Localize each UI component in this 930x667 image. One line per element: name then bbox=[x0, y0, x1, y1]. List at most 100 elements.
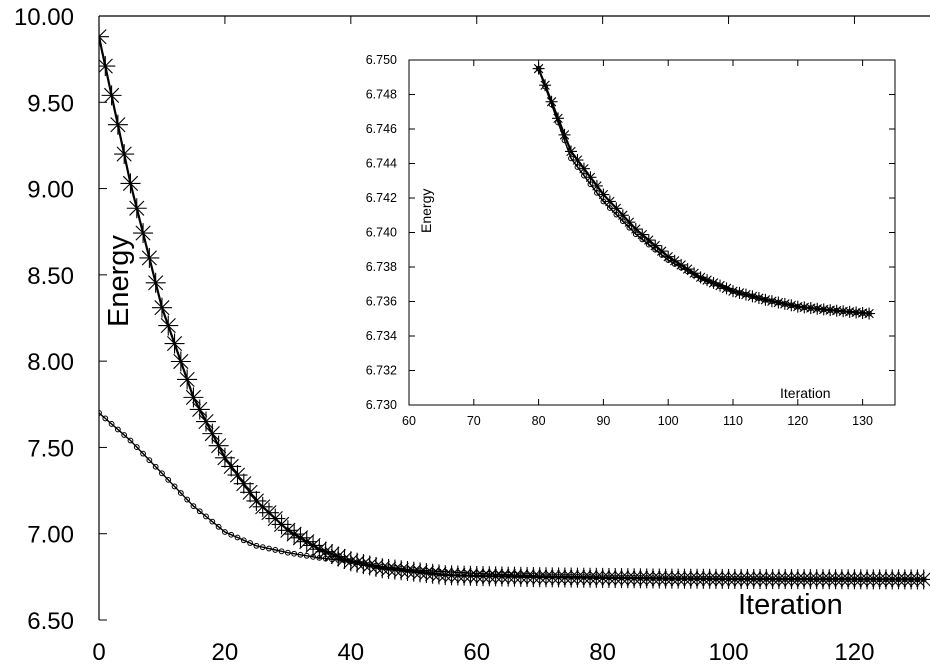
marker-stroke bbox=[135, 225, 151, 241]
x-tick-label: 90 bbox=[596, 414, 610, 428]
data-point-asterisk bbox=[120, 173, 141, 194]
data-point-asterisk bbox=[290, 527, 311, 548]
marker-stroke bbox=[406, 564, 422, 580]
data-point-circle bbox=[536, 573, 543, 579]
data-point-circle bbox=[901, 576, 908, 583]
data-point-circle bbox=[448, 569, 455, 575]
data-point-circle bbox=[561, 573, 568, 580]
plot-frame bbox=[408, 59, 896, 406]
data-point-circle bbox=[606, 574, 612, 581]
data-point-circle bbox=[278, 548, 285, 555]
marker-stroke bbox=[286, 526, 302, 542]
data-point-circle bbox=[606, 205, 613, 211]
marker-stroke bbox=[116, 146, 132, 162]
data-point-circle bbox=[801, 576, 807, 583]
data-point-circle bbox=[827, 307, 834, 314]
marker-stroke bbox=[695, 272, 706, 283]
data-point-circle bbox=[750, 575, 757, 582]
marker-stroke bbox=[553, 113, 563, 124]
y-tick-label: 6.748 bbox=[366, 88, 397, 102]
data-point-circle bbox=[102, 415, 109, 422]
data-point-circle bbox=[788, 576, 795, 583]
marker-stroke bbox=[566, 146, 576, 157]
y-tick-label: 8.00 bbox=[27, 349, 74, 376]
marker-stroke bbox=[166, 335, 183, 352]
data-point-asterisk bbox=[101, 85, 122, 106]
marker-stroke bbox=[110, 117, 126, 133]
marker-stroke bbox=[393, 562, 409, 578]
data-point-circle bbox=[730, 288, 736, 295]
data-point-circle bbox=[768, 298, 775, 305]
data-point-circle bbox=[297, 551, 304, 558]
data-point-circle bbox=[140, 450, 146, 457]
marker-stroke bbox=[399, 563, 416, 579]
data-point-asterisk bbox=[277, 520, 298, 541]
data-point-circle bbox=[864, 576, 870, 583]
data-point-circle bbox=[889, 576, 896, 583]
data-point-circle bbox=[710, 281, 717, 287]
data-point-circle bbox=[794, 303, 801, 310]
marker-stroke bbox=[708, 278, 719, 288]
data-point-circle bbox=[492, 571, 499, 578]
data-point-circle bbox=[618, 574, 625, 581]
data-point-circle bbox=[574, 164, 581, 170]
marker-stroke bbox=[173, 353, 189, 370]
data-point-circle bbox=[870, 576, 877, 583]
data-point-circle bbox=[914, 576, 921, 583]
data-point-circle bbox=[632, 231, 639, 238]
data-point-asterisk bbox=[126, 198, 147, 219]
data-point-circle bbox=[624, 574, 631, 581]
data-point-circle bbox=[662, 575, 669, 582]
data-point-circle bbox=[391, 564, 398, 571]
data-point-circle bbox=[234, 534, 241, 541]
marker-stroke bbox=[211, 438, 227, 454]
data-point-circle bbox=[725, 575, 732, 582]
data-point-circle bbox=[240, 537, 247, 544]
data-point-circle bbox=[329, 556, 335, 563]
data-point-circle bbox=[341, 557, 348, 564]
data-point-circle bbox=[691, 272, 698, 279]
data-point-circle bbox=[832, 576, 839, 583]
data-point-circle bbox=[291, 550, 298, 557]
data-point-circle bbox=[704, 278, 710, 285]
data-point-asterisk bbox=[170, 351, 191, 372]
data-point-circle bbox=[857, 576, 864, 583]
data-point-circle bbox=[626, 224, 633, 231]
data-point-circle bbox=[840, 308, 847, 315]
data-point-circle bbox=[820, 576, 826, 583]
marker-stroke bbox=[229, 467, 246, 483]
data-point-asterisk bbox=[139, 247, 160, 268]
x-axis-label: Iteration bbox=[738, 589, 843, 621]
data-point-circle bbox=[303, 552, 310, 559]
data-point-asterisk bbox=[107, 114, 128, 135]
marker-stroke bbox=[99, 29, 107, 38]
data-point-circle bbox=[442, 568, 449, 575]
data-point-asterisk bbox=[114, 144, 135, 165]
marker-stroke bbox=[122, 175, 139, 191]
data-point-circle bbox=[360, 560, 367, 567]
data-point-circle bbox=[851, 576, 858, 583]
data-point-circle bbox=[920, 576, 927, 583]
data-point-circle bbox=[530, 572, 537, 579]
data-point-circle bbox=[310, 553, 316, 560]
data-point-asterisk bbox=[145, 272, 166, 293]
x-tick-label: 60 bbox=[463, 639, 490, 666]
data-point-circle bbox=[190, 503, 197, 510]
marker-stroke bbox=[179, 371, 195, 388]
marker-stroke bbox=[311, 541, 327, 557]
marker-stroke bbox=[292, 530, 309, 546]
marker-stroke bbox=[129, 200, 145, 216]
data-point-circle bbox=[568, 573, 575, 580]
data-point-circle bbox=[763, 576, 770, 582]
marker-stroke bbox=[204, 426, 220, 442]
data-point-circle bbox=[517, 572, 524, 579]
y-tick-label: 6.740 bbox=[366, 226, 397, 240]
x-tick-label: 0 bbox=[92, 639, 105, 666]
data-point-circle bbox=[613, 211, 620, 218]
data-point-circle bbox=[593, 574, 600, 580]
y-tick-label: 6.742 bbox=[366, 191, 397, 205]
data-point-circle bbox=[794, 576, 801, 583]
x-tick-label: 40 bbox=[337, 639, 364, 666]
y-tick-label: 7.00 bbox=[27, 522, 74, 549]
